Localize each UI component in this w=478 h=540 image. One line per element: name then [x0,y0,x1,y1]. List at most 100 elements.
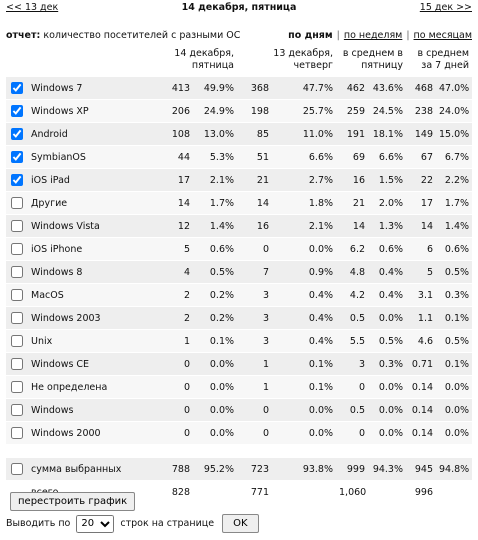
row-checkbox[interactable] [11,381,23,393]
count-cell: 191 [336,122,369,146]
os-name: iOS iPad [28,168,133,192]
period-month-link[interactable]: по месяцам [413,30,472,41]
os-row: iOS iPad 17 2.1% 21 2.7% 16 1.5% 22 2.2% [6,168,473,192]
row-checkbox[interactable] [11,174,23,186]
separator: | [336,30,340,41]
os-row: Android 108 13.0% 85 11.0% 191 18.1% 149 15.0% [6,122,473,146]
share-cell: 0.6% [193,237,238,261]
checkbox-cell [6,375,28,399]
per-page-select[interactable]: 20 [76,514,115,533]
row-checkbox[interactable] [11,243,23,255]
share-cell: 0.1% [436,306,473,330]
count-cell: 14 [237,191,273,215]
period-switch: по дням | по неделям | по месяцам [288,30,472,41]
count-cell: 945 [406,457,437,481]
os-name: Unix [28,329,133,353]
summary-row: сумма выбранных 788 95.2% 723 93.8% 999 94.3% 9… [6,457,473,481]
share-cell: 0.3% [436,283,473,307]
count-cell: 14 [336,214,369,238]
checkbox-cell [6,398,28,422]
date-nav: 14 декабря, пятница << 13 дек 15 дек >> [6,2,472,16]
ok-button[interactable]: OK [222,514,259,533]
count-cell: 0 [237,237,273,261]
share-cell: 5.3% [193,145,238,169]
count-cell: 12 [133,214,193,238]
share-cell: 0.0% [436,398,473,422]
count-cell: 0 [133,398,193,422]
count-cell: 0.5 [336,306,369,330]
row-checkbox[interactable] [11,151,23,163]
count-cell: 16 [237,214,273,238]
table-body: Windows 7 413 49.9% 368 47.7% 462 43.6% 468 47.0… [6,76,473,503]
period-week-link[interactable]: по неделям [343,30,403,41]
share-cell: 24.5% [368,99,407,123]
share-cell: 0.0% [436,375,473,399]
row-checkbox[interactable] [11,335,23,347]
pagination-controls: Выводить по 20 строк на странице OK [6,514,259,534]
os-row: Windows 2000 0 0.0% 0 0.0% 0 0.0% 0.14 0.0% [6,421,473,445]
share-cell: 93.8% [272,457,337,481]
current-date: 14 декабря, пятница [181,2,297,13]
report-label: отчет: [6,30,41,41]
share-cell: 2.7% [272,168,337,192]
count-cell: 0 [133,352,193,376]
row-checkbox[interactable] [11,105,23,117]
rebuild-chart-button[interactable]: перестроить график [10,492,136,511]
os-row: Windows 0 0.0% 0 0.0% 0.5 0.0% 0.14 0.0% [6,398,473,422]
count-cell: 0 [133,375,193,399]
row-checkbox[interactable] [11,220,23,232]
checkbox-cell [6,214,28,238]
count-cell: 0 [336,375,369,399]
count-cell: 6.2 [336,237,369,261]
share-cell: 0.5% [436,329,473,353]
per-page-label: Выводить по [6,518,71,529]
os-name: Windows 8 [28,260,133,284]
share-cell: 15.0% [436,122,473,146]
count-cell: 788 [133,457,193,481]
count-cell: 238 [406,99,437,123]
count-cell: 206 [133,99,193,123]
share-cell: 0.0% [272,421,337,445]
share-cell: 13.0% [193,122,238,146]
os-name: Windows 2003 [28,306,133,330]
row-checkbox[interactable] [11,427,23,439]
share-cell: 2.0% [368,191,407,215]
row-checkbox[interactable] [11,463,23,475]
report-bar: отчет: количество посетителей с разными … [6,30,472,44]
share-cell: 11.0% [272,122,337,146]
os-name: Не определена [28,375,133,399]
row-checkbox[interactable] [11,358,23,370]
count-cell: 16 [336,168,369,192]
os-row: Не определена 0 0.0% 1 0.1% 0 0.0% 0.14 0.0% [6,375,473,399]
count-cell: 771 [237,480,273,503]
row-checkbox[interactable] [11,266,23,278]
share-cell: 94.8% [436,457,473,481]
next-day-link[interactable]: 15 дек >> [419,2,472,13]
share-cell: 0.5% [368,329,407,353]
checkbox-cell [6,352,28,376]
row-checkbox[interactable] [11,289,23,301]
share-cell: 6.6% [368,145,407,169]
checkbox-cell [6,237,28,261]
row-checkbox[interactable] [11,128,23,140]
os-name: Windows 2000 [28,421,133,445]
row-checkbox[interactable] [11,404,23,416]
report-title: количество посетителей с разными ОС [43,30,241,41]
share-cell: 94.3% [368,457,407,481]
count-cell: 1,060 [336,480,369,503]
count-cell: 3 [336,352,369,376]
checkbox-cell [6,145,28,169]
share-cell: 24.0% [436,99,473,123]
count-cell: 149 [406,122,437,146]
os-name: Windows 7 [28,76,133,100]
column-header: в среднем за 7 дней [417,48,470,71]
count-cell: 3 [237,329,273,353]
prev-day-link[interactable]: << 13 дек [6,2,59,13]
row-checkbox[interactable] [11,82,23,94]
count-cell: 4.8 [336,260,369,284]
count-cell: 828 [133,480,193,503]
row-checkbox[interactable] [11,312,23,324]
row-checkbox[interactable] [11,197,23,209]
share-cell: 0.0% [272,398,337,422]
